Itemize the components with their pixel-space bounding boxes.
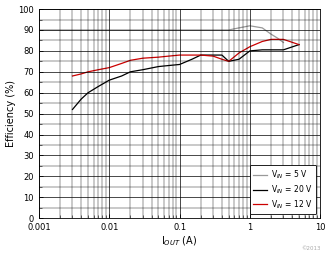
V$_{IN}$ = 20 V (79, 98, 83, 101)
V$_{IN}$ = 20 V (178, 63, 182, 66)
V$_{IN}$ = 20 V (227, 60, 231, 63)
V$_{IN}$ = 5 V (281, 41, 285, 44)
V$_{IN}$ = 12 V (79, 72, 83, 75)
V$_{IN}$ = 20 V (199, 54, 203, 57)
V$_{IN}$ = 12 V (107, 66, 111, 69)
V$_{IN}$ = 12 V (227, 60, 231, 63)
V$_{IN}$ = 5 V (269, 33, 273, 36)
V$_{IN}$ = 20 V (281, 48, 285, 51)
V$_{IN}$ = 5 V (128, 28, 132, 31)
V$_{IN}$ = 12 V (220, 58, 224, 61)
V$_{IN}$ = 20 V (86, 91, 90, 94)
V$_{IN}$ = 5 V (276, 37, 280, 40)
V$_{IN}$ = 12 V (269, 38, 273, 41)
V$_{IN}$ = 20 V (260, 48, 264, 51)
V$_{IN}$ = 20 V (190, 58, 194, 61)
V$_{IN}$ = 20 V (248, 49, 252, 52)
V$_{IN}$ = 5 V (167, 28, 171, 31)
Line: V$_{IN}$ = 5 V: V$_{IN}$ = 5 V (39, 26, 283, 42)
V$_{IN}$ = 5 V (96, 28, 100, 31)
V$_{IN}$ = 12 V (141, 57, 145, 60)
V$_{IN}$ = 5 V (157, 28, 161, 31)
V$_{IN}$ = 20 V (220, 54, 224, 57)
V$_{IN}$ = 20 V (167, 64, 171, 67)
V$_{IN}$ = 20 V (128, 70, 132, 73)
V$_{IN}$ = 20 V (269, 48, 273, 51)
V$_{IN}$ = 20 V (119, 74, 123, 77)
V$_{IN}$ = 5 V (211, 28, 215, 31)
V$_{IN}$ = 20 V (211, 54, 215, 57)
V$_{IN}$ = 20 V (237, 58, 241, 61)
V$_{IN}$ = 20 V (141, 68, 145, 71)
V$_{IN}$ = 5 V (260, 26, 264, 29)
V$_{IN}$ = 12 V (297, 43, 301, 46)
V$_{IN}$ = 12 V (167, 55, 171, 58)
Legend: V$_{IN}$ = 5 V, V$_{IN}$ = 20 V, V$_{IN}$ = 12 V: V$_{IN}$ = 5 V, V$_{IN}$ = 20 V, V$_{IN}… (250, 165, 316, 214)
V$_{IN}$ = 20 V (107, 79, 111, 82)
Line: V$_{IN}$ = 20 V: V$_{IN}$ = 20 V (72, 45, 299, 109)
V$_{IN}$ = 12 V (237, 52, 241, 55)
V$_{IN}$ = 12 V (119, 62, 123, 65)
V$_{IN}$ = 12 V (178, 54, 182, 57)
V$_{IN}$ = 20 V (71, 108, 74, 111)
V$_{IN}$ = 12 V (128, 59, 132, 62)
V$_{IN}$ = 12 V (260, 40, 264, 43)
V$_{IN}$ = 5 V (141, 28, 145, 31)
V$_{IN}$ = 5 V (199, 28, 203, 31)
V$_{IN}$ = 20 V (157, 65, 161, 68)
V$_{IN}$ = 5 V (58, 28, 62, 31)
V$_{IN}$ = 12 V (96, 68, 100, 71)
V$_{IN}$ = 5 V (71, 28, 74, 31)
V$_{IN}$ = 5 V (227, 28, 231, 31)
Line: V$_{IN}$ = 12 V: V$_{IN}$ = 12 V (72, 39, 299, 76)
V$_{IN}$ = 5 V (86, 28, 90, 31)
V$_{IN}$ = 12 V (211, 55, 215, 58)
V$_{IN}$ = 5 V (37, 28, 41, 31)
Text: ©2013: ©2013 (302, 246, 321, 251)
V$_{IN}$ = 12 V (86, 70, 90, 73)
V$_{IN}$ = 12 V (157, 56, 161, 59)
X-axis label: I$_{OUT}$ (A): I$_{OUT}$ (A) (162, 235, 198, 248)
V$_{IN}$ = 20 V (297, 43, 301, 46)
V$_{IN}$ = 5 V (178, 28, 182, 31)
V$_{IN}$ = 5 V (237, 26, 241, 29)
V$_{IN}$ = 12 V (190, 54, 194, 57)
V$_{IN}$ = 12 V (248, 45, 252, 48)
Y-axis label: Efficiency (%): Efficiency (%) (6, 80, 16, 147)
V$_{IN}$ = 5 V (107, 28, 111, 31)
V$_{IN}$ = 5 V (248, 24, 252, 27)
V$_{IN}$ = 20 V (96, 85, 100, 88)
V$_{IN}$ = 12 V (71, 74, 74, 77)
V$_{IN}$ = 12 V (199, 54, 203, 57)
V$_{IN}$ = 12 V (281, 38, 285, 41)
